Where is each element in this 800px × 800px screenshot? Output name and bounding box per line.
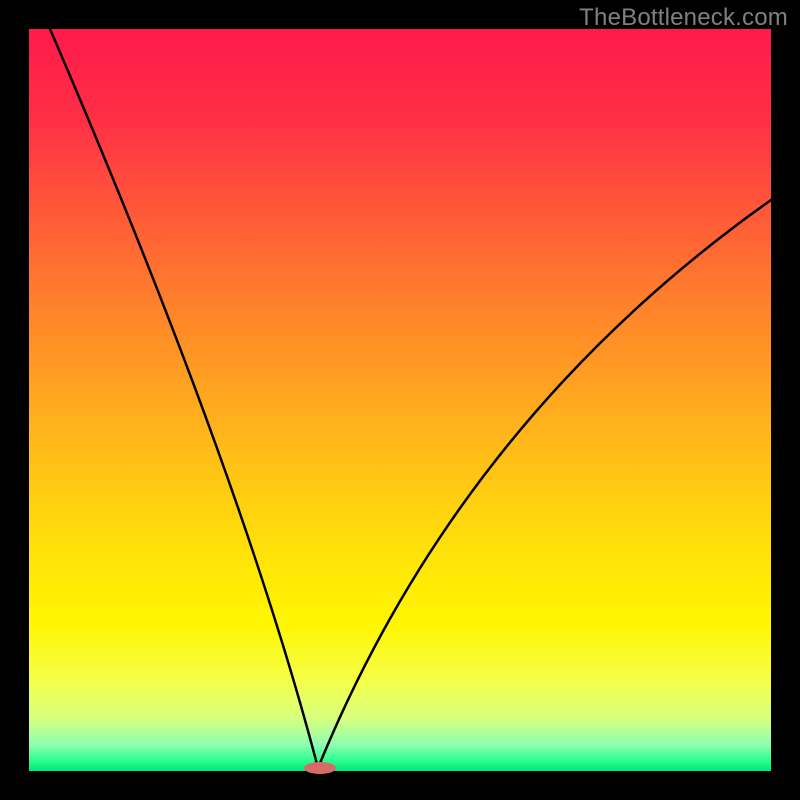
plot-background	[29, 29, 771, 771]
chart-container: TheBottleneck.com	[0, 0, 800, 800]
bottleneck-chart	[0, 0, 800, 800]
watermark-text: TheBottleneck.com	[579, 4, 788, 32]
optimal-point-marker	[304, 762, 336, 774]
